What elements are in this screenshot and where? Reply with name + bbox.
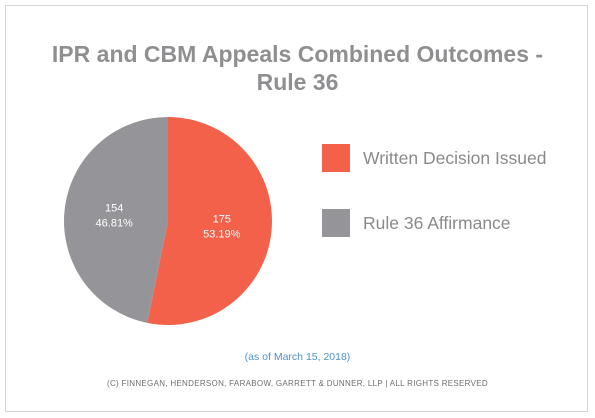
legend-swatch-rule-36 (322, 209, 350, 237)
data-label-value-written-decision: 175 (213, 213, 231, 225)
legend-swatch-written-decision (322, 144, 350, 172)
pie-slices (63, 117, 272, 325)
pie-slice-rule-36 (63, 117, 168, 323)
data-label-percent-written-decision: 53.19% (203, 228, 241, 240)
data-label-percent-rule-36: 46.81% (96, 218, 134, 230)
data-label-value-rule-36: 154 (105, 203, 123, 215)
legend-label-written-decision: Written Decision Issued (363, 147, 547, 168)
legend-item-rule-36: Rule 36 Affirmance (322, 208, 511, 238)
pie-slice-written-decision (147, 117, 272, 325)
legend-item-written-decision: Written Decision Issued (322, 143, 547, 173)
as-of-date-note: (as of March 15, 2018) (244, 351, 351, 363)
legend-label-rule-36: Rule 36 Affirmance (363, 212, 511, 233)
copyright-notice: (C) FINNEGAN, HENDERSON, FARABOW, GARRET… (107, 379, 488, 388)
pie-labels: 175 53.19% 154 46.81% (96, 203, 241, 241)
chart-title-line-1: IPR and CBM Appeals Combined Outcomes - (51, 41, 544, 67)
chart-title-line-2: Rule 36 (256, 69, 339, 95)
